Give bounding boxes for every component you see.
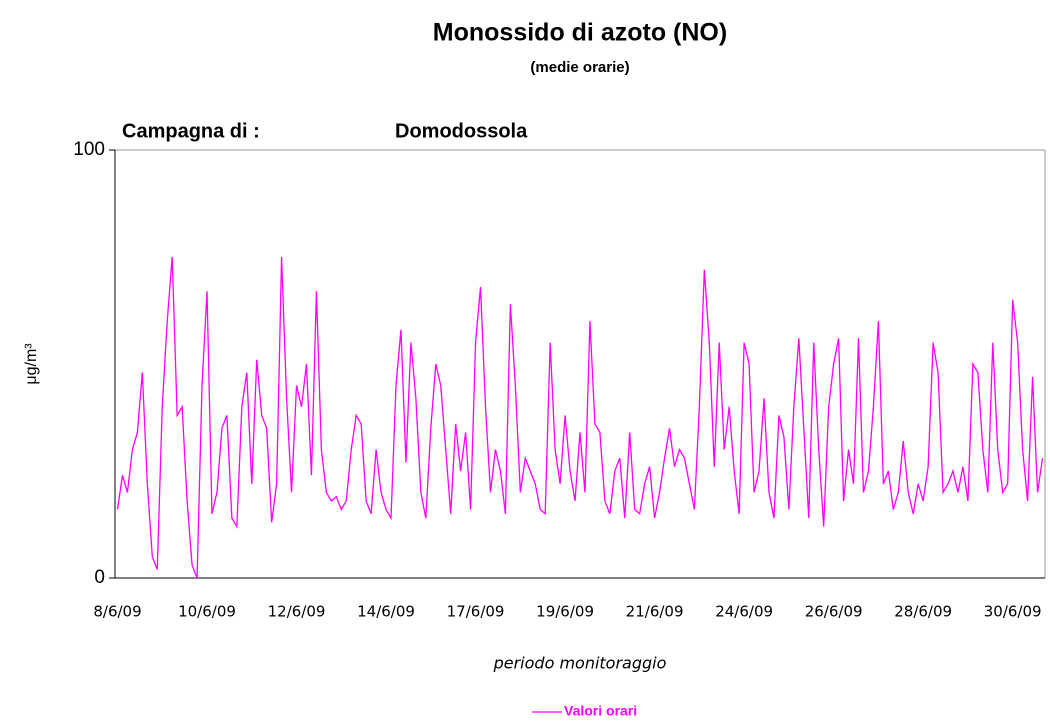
y-tick-label: 100 <box>73 139 105 160</box>
x-tick-label: 17/6/09 <box>447 603 505 621</box>
x-axis-label: periodo monitoraggio <box>493 654 667 673</box>
x-tick-label: 10/6/09 <box>178 603 236 621</box>
annotation: Campagna di : <box>122 120 260 142</box>
chart-subtitle: (medie orarie) <box>530 59 629 76</box>
data-line <box>116 256 1044 579</box>
y-axis-label: μg/m³ <box>23 343 40 385</box>
x-tick-label: 19/6/09 <box>536 603 594 621</box>
x-tick-label: 26/6/09 <box>805 603 863 621</box>
x-tick-label: 12/6/09 <box>268 603 326 621</box>
annotation: Domodossola <box>395 120 528 142</box>
chart-title: Monossido di azoto (NO) <box>433 19 727 47</box>
x-tick-label: 24/6/09 <box>715 603 773 621</box>
x-tick-label: 14/6/09 <box>357 603 415 621</box>
x-tick-label: 28/6/09 <box>894 603 952 621</box>
y-tick-label: 0 <box>94 567 105 588</box>
x-tick-label: 8/6/09 <box>93 603 141 621</box>
x-tick-label: 21/6/09 <box>626 603 684 621</box>
x-tick-label: 30/6/09 <box>984 603 1042 621</box>
legend-label: Valori orari <box>564 703 637 719</box>
